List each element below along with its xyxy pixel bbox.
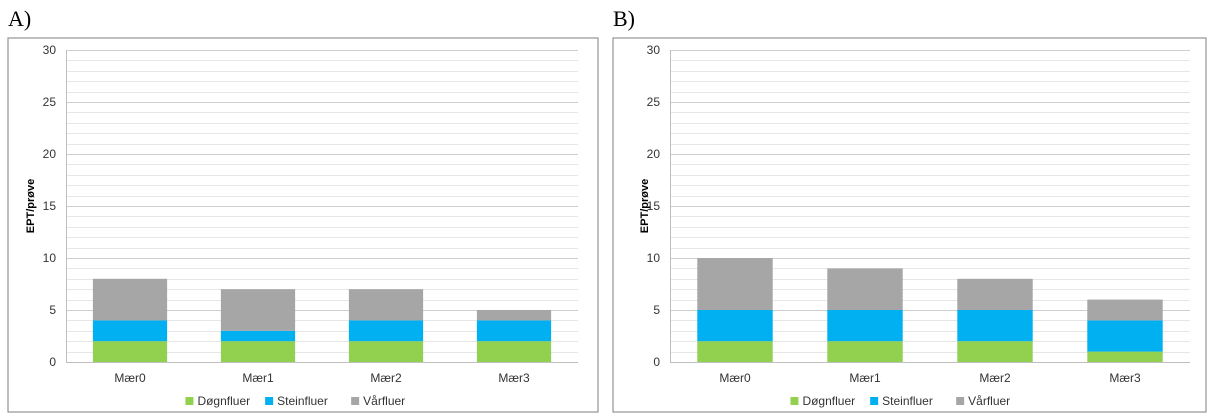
bar-segment [476, 341, 552, 362]
bar-segment [957, 310, 1033, 342]
bar-segment [92, 341, 168, 362]
chart-frame-b [612, 37, 1207, 413]
legend-label: Steinfluer [882, 394, 933, 408]
bar-segment [827, 341, 903, 362]
x-tick-label: Mær1 [849, 371, 881, 385]
legend-label: Vårfluer [968, 394, 1010, 408]
y-tick-label: 5 [49, 303, 56, 317]
bar-segment [827, 268, 903, 310]
bar-segment [220, 289, 296, 331]
y-tick-label: 30 [43, 43, 57, 57]
bar-segment [348, 341, 424, 362]
legend-label: Vårfluer [363, 394, 405, 408]
y-tick-label: 20 [43, 147, 57, 161]
y-axis-label: EPT/prøve [25, 179, 37, 233]
chart-frame-a [7, 37, 599, 413]
legend-swatch [265, 397, 274, 405]
bar-segment [1087, 351, 1163, 362]
bar-segment [697, 310, 773, 342]
legend-label: Døgnfluer [802, 394, 855, 408]
panel-label-a: A) [8, 6, 32, 31]
x-tick-label: Mær2 [370, 371, 402, 385]
legend-label: Steinfluer [277, 394, 328, 408]
legend-swatch [790, 397, 799, 405]
bar-segment [1087, 320, 1163, 352]
y-axis-label: EPT/prøve [639, 179, 651, 233]
x-tick-label: Mær3 [1109, 371, 1141, 385]
legend-swatch [956, 397, 965, 405]
bar-segment [957, 278, 1033, 310]
legend-swatch [185, 397, 194, 405]
y-tick-label: 10 [43, 251, 57, 265]
y-tick-label: 25 [43, 95, 57, 109]
bar-segment [697, 258, 773, 310]
y-tick-label: 10 [647, 251, 661, 265]
bar-segment [1087, 299, 1163, 321]
bar-segment [476, 320, 552, 342]
bar-segment [476, 310, 552, 321]
bar-segment [348, 289, 424, 321]
x-tick-label: Mær2 [979, 371, 1011, 385]
bar-segment [92, 278, 168, 321]
bar-segment [348, 320, 424, 342]
legend-swatch [870, 397, 879, 405]
y-tick-label: 5 [653, 303, 660, 317]
bar-segment [697, 341, 773, 362]
bar-segment [827, 310, 903, 342]
panel-label-b: B) [613, 6, 635, 31]
x-tick-label: Mær0 [719, 371, 751, 385]
y-tick-label: 15 [647, 199, 661, 213]
x-tick-label: Mær0 [114, 371, 146, 385]
bar-segment [92, 320, 168, 342]
legend-label: Døgnfluer [197, 394, 250, 408]
y-tick-label: 15 [43, 199, 57, 213]
y-tick-label: 20 [647, 147, 661, 161]
x-tick-label: Mær1 [242, 371, 274, 385]
y-tick-label: 0 [49, 355, 56, 369]
bar-segment [220, 341, 296, 362]
y-tick-label: 0 [653, 355, 660, 369]
bar-segment [957, 341, 1033, 362]
bar-segment [220, 330, 296, 342]
legend-swatch [351, 397, 360, 405]
y-tick-label: 25 [647, 95, 661, 109]
y-tick-label: 30 [647, 43, 661, 57]
x-tick-label: Mær3 [498, 371, 530, 385]
